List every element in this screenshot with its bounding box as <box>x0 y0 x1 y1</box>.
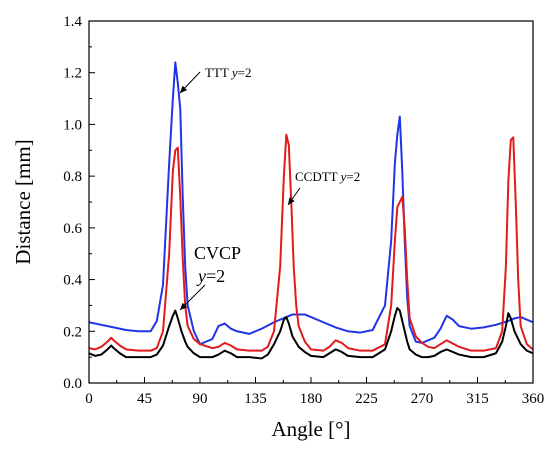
x-tick-label: 135 <box>244 391 267 407</box>
cvcp-label-line2: y=2 <box>196 266 225 286</box>
y-tick-label: 1.0 <box>63 117 82 133</box>
ccdtt-label: CCDTT y=2 <box>295 169 360 184</box>
cvcp-arrow-head <box>180 302 188 310</box>
y-tick-label: 0.8 <box>63 169 82 185</box>
cvcp-annotation: CVCP y=2 <box>179 243 241 311</box>
cvcp-label-suffix: =2 <box>206 266 225 286</box>
ttt-annotation: TTT y=2 <box>179 65 251 94</box>
y-axis-label: Distance [mm] <box>11 139 35 264</box>
x-tick-label: 225 <box>355 391 378 407</box>
ccdtt-arrow-head <box>288 197 295 205</box>
plot-frame <box>88 20 534 384</box>
y-tick-label: 0.4 <box>63 273 82 289</box>
x-tick-label: 360 <box>522 391 545 407</box>
cvcp-label-line1: CVCP <box>194 243 241 263</box>
y-tick-label: 0.2 <box>63 324 82 340</box>
cvcp-label-italic: y <box>196 266 206 286</box>
series-line-cvcp <box>88 307 534 360</box>
y-tick-label: 0.6 <box>63 221 82 237</box>
ccdtt-annotation: CCDTT y=2 <box>287 169 360 206</box>
y-tick-label: 0.0 <box>63 376 82 392</box>
x-tick-label: 45 <box>137 391 152 407</box>
ccdtt-label-suffix: =2 <box>346 169 360 184</box>
series-line-ttt <box>88 61 534 346</box>
x-axis-label: Angle [°] <box>272 417 351 441</box>
ttt-label-main: TTT <box>205 65 232 80</box>
x-tick-label: 90 <box>193 391 208 407</box>
tick-labels-layer: 0 45 90 135 180 225 270 315 360 0.0 0.2 0.4 0.6 0.8 1.… <box>63 14 544 407</box>
ccdtt-label-main: CCDTT <box>295 169 341 184</box>
ticks-layer <box>88 20 534 384</box>
x-tick-label: 270 <box>411 391 434 407</box>
x-tick-label: 0 <box>85 391 93 407</box>
ttt-arrow-head <box>180 85 188 93</box>
series-line-ccdtt <box>88 133 534 352</box>
ttt-label-suffix: =2 <box>238 65 252 80</box>
ccdtt-label-italic: y <box>339 169 347 184</box>
x-tick-label: 315 <box>466 391 489 407</box>
y-tick-label: 1.2 <box>63 66 82 82</box>
series-layer <box>88 61 534 360</box>
x-tick-label: 180 <box>300 391 323 407</box>
ttt-label: TTT y=2 <box>205 65 251 80</box>
ttt-label-italic: y <box>230 65 238 80</box>
y-tick-label: 1.4 <box>63 14 82 30</box>
